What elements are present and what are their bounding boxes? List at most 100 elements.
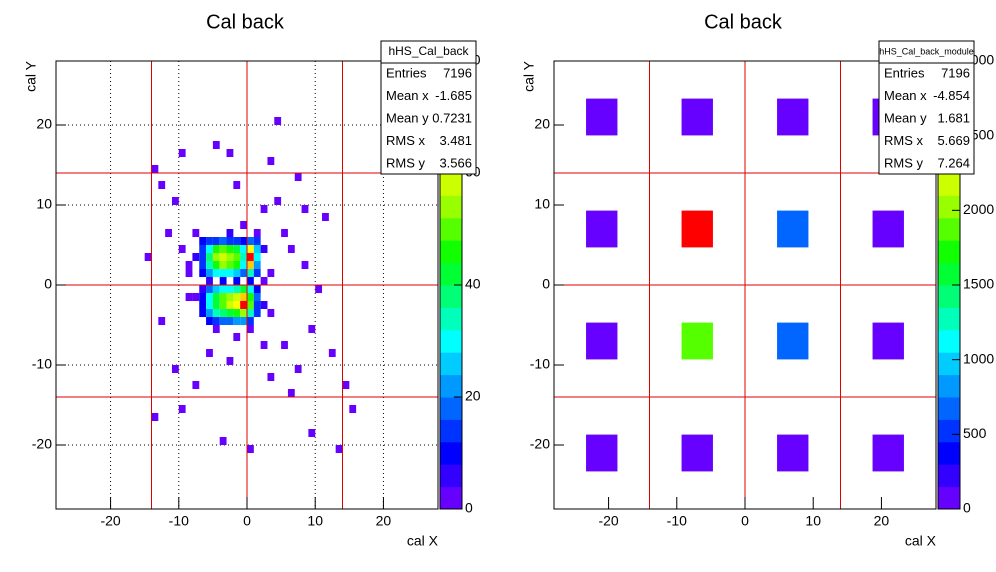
z-tick-label: 2000 [963, 201, 994, 217]
heatmap-cell [322, 213, 329, 221]
heatmap-cell [199, 301, 207, 309]
heatmap-cell [267, 269, 275, 277]
heatmap-cell [219, 317, 227, 325]
heatmap-cell [253, 301, 261, 309]
heatmap-cell [253, 261, 261, 269]
heatmap-cell [212, 261, 220, 269]
heatmap-cell [240, 253, 247, 261]
heatmap-cell [240, 261, 247, 269]
heatmap-cell [212, 285, 220, 293]
x-tick-label: -10 [169, 513, 189, 529]
heatmap-cell [199, 269, 207, 277]
heatmap-cell [219, 253, 227, 261]
heatmap-cell [212, 301, 220, 309]
z-tick-label: 20 [465, 388, 481, 404]
heatmap-cell [219, 309, 227, 317]
heatmap-cell [253, 293, 261, 301]
heatmap-cell [151, 413, 159, 421]
heatmap-cell [777, 322, 809, 360]
heatmap-cell [260, 245, 268, 253]
heatmap-cell [219, 285, 227, 293]
y-tick-label: 10 [534, 196, 550, 212]
y-tick-label: 0 [542, 276, 550, 292]
palette-band [440, 240, 462, 264]
heatmap-cell [206, 301, 213, 309]
heatmap-cell [226, 317, 234, 325]
heatmap-cell [199, 237, 207, 245]
heatmap-cell [247, 317, 254, 325]
stats-label: Mean y [386, 110, 429, 125]
palette-band [440, 195, 462, 219]
palette-band [440, 285, 462, 308]
y-tick-label: 20 [534, 116, 550, 132]
stats-value: 7196 [443, 65, 472, 80]
palette-band [938, 195, 960, 219]
stats-value: 3.481 [439, 133, 472, 148]
heatmap-cell [206, 237, 213, 245]
heatmap-cell [226, 237, 234, 245]
heatmap-cell [233, 237, 241, 245]
palette-band [440, 307, 462, 331]
heatmap-cell [681, 434, 713, 472]
heatmap-cell [212, 237, 220, 245]
heatmap-cell [199, 309, 207, 317]
heatmap-cell [777, 98, 809, 136]
chart-title: Cal back [206, 11, 285, 33]
heatmap-cell [240, 293, 247, 301]
palette-band [440, 397, 462, 420]
x-tick-label: 10 [307, 513, 323, 529]
heatmap-cell [342, 381, 350, 389]
heatmap-cell [185, 293, 193, 301]
heatmap-cell [212, 317, 220, 325]
heatmap-cell [192, 381, 200, 389]
palette-band [938, 419, 960, 443]
heatmap-cell [247, 277, 254, 285]
heatmap-cell [349, 405, 357, 413]
heatmap-cell [233, 293, 241, 301]
stats-label: RMS x [884, 133, 924, 148]
heatmap-cell [260, 205, 268, 213]
palette-band [938, 173, 960, 196]
heatmap-cell [586, 434, 618, 472]
y-tick-label: -20 [530, 436, 550, 452]
heatmap-cell [206, 261, 213, 269]
heatmap-cell [206, 253, 213, 261]
heatmap-cell [586, 322, 618, 360]
heatmap-cell [226, 229, 234, 237]
palette-band [440, 262, 462, 286]
heatmap-cell [226, 301, 234, 309]
y-tick-label: 20 [36, 116, 52, 132]
stats-box [380, 40, 477, 175]
heatmap-cell [178, 245, 186, 253]
heatmap-cell [212, 253, 220, 261]
palette-band [440, 441, 462, 465]
heatmap-cell [777, 210, 809, 248]
y-axis-label: cal Y [23, 60, 39, 92]
palette-band [440, 352, 462, 376]
x-tick-label: 0 [243, 513, 251, 529]
y-tick-label: 10 [36, 196, 52, 212]
y-tick-label: -20 [32, 436, 52, 452]
heatmap-cell [233, 317, 241, 325]
x-axis-label: cal X [905, 533, 937, 549]
heatmap-cell [192, 293, 200, 301]
stats-label: RMS y [884, 155, 924, 170]
heatmap-cell [253, 245, 261, 253]
palette-band [938, 262, 960, 286]
heatmap-cell [281, 229, 288, 237]
heatmap-cell [777, 434, 809, 472]
heatmap-cell [267, 157, 275, 165]
heatmap-cell [294, 365, 302, 373]
palette-band [938, 240, 960, 264]
heatmap-cell [308, 325, 316, 333]
heatmap-cell [185, 269, 193, 277]
heatmap-cell [199, 261, 207, 269]
heatmap-cell [219, 237, 227, 245]
heatmap-cell [206, 317, 213, 325]
palette-band [938, 329, 960, 353]
x-tick-label: -20 [100, 513, 120, 529]
heatmap-cell [247, 309, 254, 317]
heatmap-cell [226, 293, 234, 301]
heatmap-cell [253, 229, 261, 237]
palette-band [938, 486, 960, 510]
